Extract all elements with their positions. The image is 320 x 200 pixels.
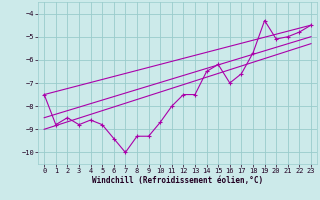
X-axis label: Windchill (Refroidissement éolien,°C): Windchill (Refroidissement éolien,°C) (92, 176, 263, 185)
